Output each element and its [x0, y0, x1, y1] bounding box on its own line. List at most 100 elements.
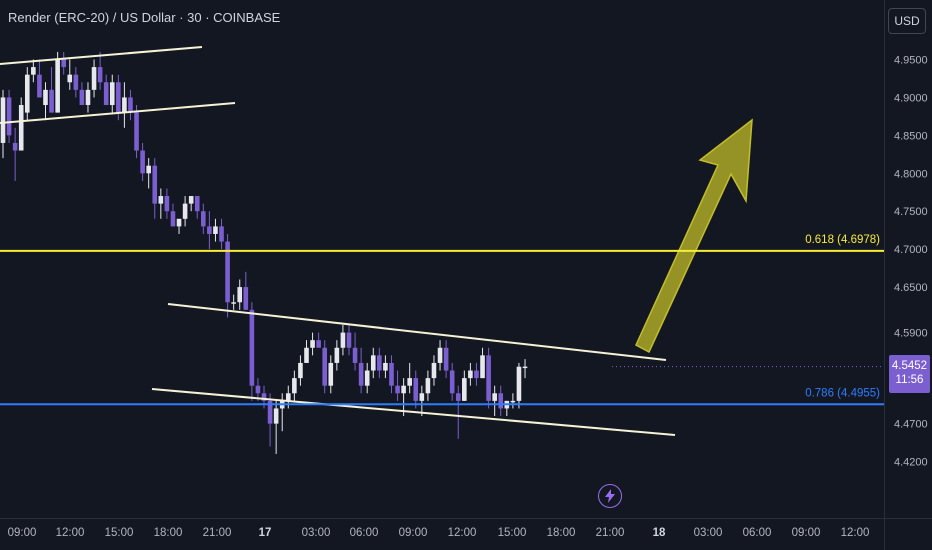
- candle-body: [352, 347, 358, 363]
- candle-body: [91, 67, 97, 90]
- candle-body: [516, 366, 522, 401]
- lightning-icon[interactable]: [598, 484, 622, 508]
- candle-body: [134, 112, 139, 151]
- candle: [207, 211, 212, 250]
- candle: [516, 362, 522, 409]
- candle-body: [401, 385, 406, 394]
- candle-body: [213, 226, 218, 234]
- candle-body: [480, 355, 485, 379]
- candle-body: [340, 332, 346, 348]
- candle: [358, 347, 364, 394]
- candle-body: [273, 408, 279, 424]
- candle: [431, 355, 437, 386]
- candle-body: [310, 340, 315, 348]
- upper-channel-top-line[interactable]: [0, 46, 203, 65]
- candle-body: [24, 74, 30, 113]
- candle: [304, 340, 309, 363]
- candle: [43, 82, 48, 121]
- candle-body: [61, 59, 66, 68]
- candle: [194, 196, 200, 219]
- lower-channel-bottom-line[interactable]: [151, 388, 676, 436]
- candle-body: [395, 385, 400, 394]
- fib-level-label: 0.786 (4.4955): [805, 387, 880, 399]
- candle: [425, 370, 431, 401]
- candle: [67, 59, 73, 90]
- time-tick-label: 15:00: [105, 527, 134, 539]
- time-tick-label: 15:00: [498, 527, 527, 539]
- candle: [510, 393, 516, 409]
- candle-body: [207, 226, 212, 234]
- time-tick-label: 09:00: [8, 527, 37, 539]
- candle: [12, 127, 18, 181]
- price-tick-label: 4.5900: [894, 328, 928, 340]
- candle: [18, 97, 24, 151]
- candle: [522, 359, 528, 379]
- upper-channel-bottom-line[interactable]: [0, 102, 236, 124]
- candle-body: [164, 196, 170, 212]
- candle: [443, 340, 449, 379]
- candle-body: [225, 241, 230, 303]
- bullish-arrow[interactable]: [635, 118, 753, 354]
- candle-body: [328, 362, 334, 386]
- candle-body: [6, 97, 12, 136]
- candle: [413, 370, 419, 409]
- candle-body: [443, 347, 449, 371]
- candle: [455, 385, 461, 439]
- lower-channel-top-line[interactable]: [167, 303, 667, 361]
- candle: [152, 158, 158, 219]
- candle: [73, 67, 79, 98]
- candle: [279, 393, 285, 432]
- bar-countdown: 11:56: [895, 373, 924, 386]
- candle: [225, 233, 230, 318]
- currency-button[interactable]: USD: [888, 8, 926, 34]
- candle: [389, 355, 394, 394]
- last-price-value: 4.5452: [891, 359, 928, 372]
- candle: [55, 51, 60, 113]
- candle: [140, 142, 145, 181]
- candle: [122, 82, 127, 128]
- time-tick-label: 21:00: [596, 527, 625, 539]
- time-tick-label: 18: [653, 527, 666, 539]
- candle-body: [219, 226, 224, 242]
- fib-levels: 0.618 (4.6978) 0.786 (4.4955): [0, 234, 884, 406]
- time-tick-label: 18:00: [154, 527, 183, 539]
- candle: [407, 362, 412, 394]
- candle-body: [152, 165, 158, 204]
- candle: [213, 218, 218, 242]
- candle-body: [194, 196, 200, 212]
- candle: [109, 74, 115, 113]
- candle-body: [425, 378, 431, 394]
- fib-level-label: 0.618 (4.6978): [805, 234, 880, 246]
- candle: [273, 400, 279, 454]
- candle-body: [0, 97, 6, 143]
- time-tick-label: 18:00: [547, 527, 576, 539]
- candle-body: [116, 82, 121, 113]
- candle: [498, 385, 504, 417]
- candle: [237, 279, 243, 310]
- candle-body: [182, 203, 188, 219]
- candle: [255, 378, 261, 401]
- candle-body: [304, 347, 309, 363]
- price-tick-label: 4.8500: [894, 130, 928, 142]
- candle-body: [498, 393, 504, 409]
- candle: [492, 385, 497, 417]
- candle: [292, 370, 297, 401]
- candle: [310, 332, 315, 356]
- candle-body: [79, 89, 85, 106]
- candle-body: [358, 362, 364, 386]
- candle-body: [370, 355, 376, 371]
- candle: [298, 355, 303, 386]
- time-tick-label: 09:00: [792, 527, 821, 539]
- candle: [158, 188, 164, 219]
- candle: [249, 302, 255, 401]
- candle-body: [85, 89, 91, 106]
- candle: [134, 105, 139, 159]
- candle-body: [146, 165, 151, 174]
- candle-body: [377, 355, 382, 371]
- candle-body: [170, 211, 176, 227]
- candle: [462, 370, 467, 401]
- candle-body: [128, 97, 133, 113]
- candle-body: [437, 347, 443, 363]
